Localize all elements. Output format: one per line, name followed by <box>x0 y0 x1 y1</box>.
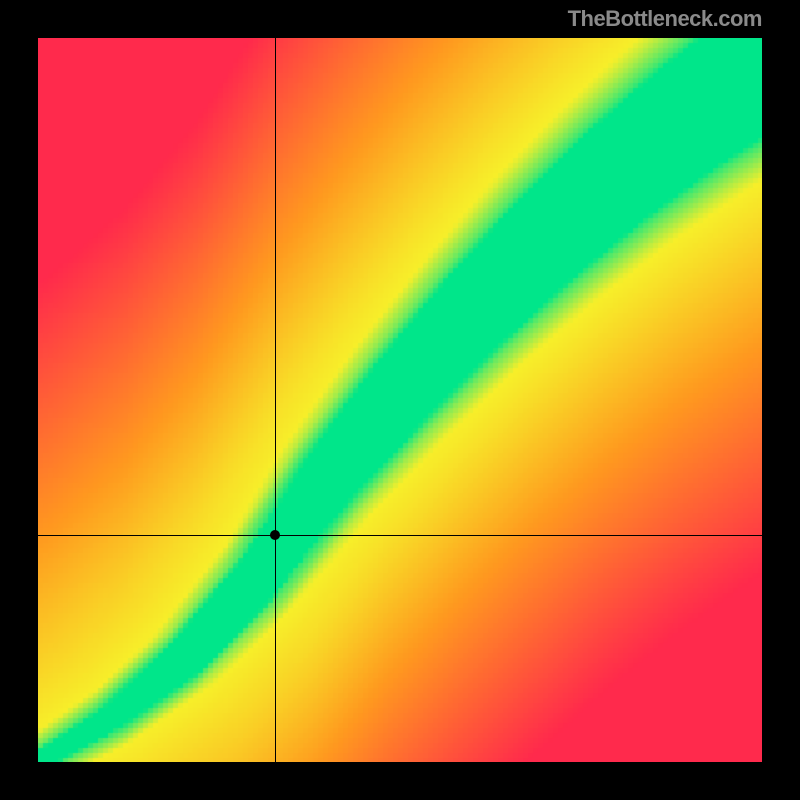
attribution-label: TheBottleneck.com <box>568 6 762 32</box>
crosshair-point <box>270 530 280 540</box>
heatmap-plot-area <box>38 38 762 762</box>
chart-frame: TheBottleneck.com <box>0 0 800 800</box>
heatmap-canvas <box>38 38 762 762</box>
crosshair-horizontal <box>38 535 762 536</box>
crosshair-vertical <box>275 38 276 762</box>
